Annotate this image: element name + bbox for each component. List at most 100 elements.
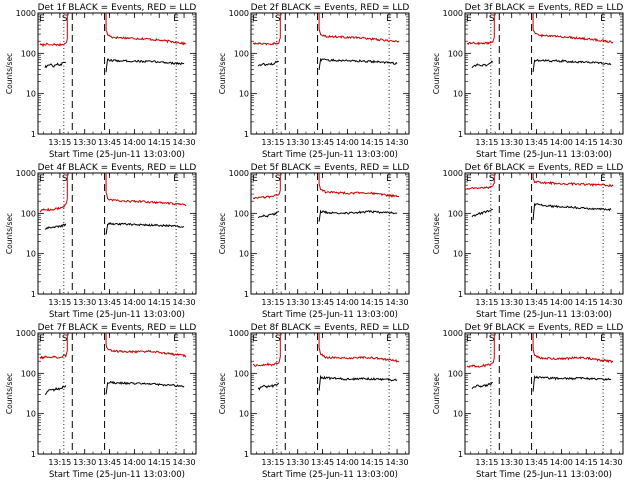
events-black-line-seg2 xyxy=(105,221,185,235)
events-black-line-seg1 xyxy=(257,210,280,219)
events-black-line-seg2 xyxy=(105,58,185,73)
panel-title: Det 8f BLACK = Events, RED = LLD xyxy=(251,323,410,333)
data-area xyxy=(466,333,614,392)
marker-e-left: E xyxy=(252,334,258,344)
events-black-line-seg2 xyxy=(532,58,612,73)
marker-s: S xyxy=(62,174,68,184)
x-tick-label: 13:30 xyxy=(286,138,309,147)
marker-s: S xyxy=(62,14,68,24)
lld-red-line-seg2 xyxy=(105,13,187,46)
x-axis-label: Start Time (25-Jun-11 13:03:00) xyxy=(476,310,612,320)
x-tick-label: 14:15 xyxy=(148,138,171,147)
x-tick-label: 13:15 xyxy=(48,138,71,147)
plot-frame xyxy=(464,12,624,135)
x-tick-label: 14:15 xyxy=(361,458,384,467)
x-tick-label: 13:45 xyxy=(98,138,121,147)
x-tick-label: 13:15 xyxy=(261,458,284,467)
y-tick-label: 1 xyxy=(244,290,249,299)
lld-red-line-seg1 xyxy=(466,173,495,190)
x-axis-label: Start Time (25-Jun-11 13:03:00) xyxy=(262,470,398,480)
plot-frame xyxy=(250,12,410,135)
x-tick-label: 13:45 xyxy=(311,458,334,467)
marker-e-right: E xyxy=(600,174,606,184)
panel-det-1: Det 1f BLACK = Events, RED = LLD Start Ti… xyxy=(5,3,197,160)
data-area xyxy=(39,173,187,235)
x-axis-label: Start Time (25-Jun-11 13:03:00) xyxy=(476,470,612,480)
x-tick-label: 13:30 xyxy=(73,298,96,307)
lld-red-line-seg2 xyxy=(318,13,400,43)
lld-red-line-seg1 xyxy=(39,173,68,213)
marker-s: S xyxy=(62,334,68,344)
y-tick-label: 100 xyxy=(21,369,36,378)
x-tick-label: 13:15 xyxy=(475,298,498,307)
panel-det-6: Det 6f BLACK = Events, RED = LLD Start Ti… xyxy=(432,163,624,320)
y-tick-label: 1000 xyxy=(229,9,249,18)
lld-red-line-seg2 xyxy=(105,173,187,206)
panel-det-4: Det 4f BLACK = Events, RED = LLD Start Ti… xyxy=(5,163,197,320)
lld-red-line-seg2 xyxy=(318,173,400,198)
x-tick-label: 13:45 xyxy=(98,298,121,307)
x-tick-label: 13:15 xyxy=(261,298,284,307)
y-tick-label: 100 xyxy=(234,369,249,378)
x-axis-label: Start Time (25-Jun-11 13:03:00) xyxy=(476,150,612,160)
y-tick-label: 100 xyxy=(234,209,249,218)
y-tick-label: 1 xyxy=(31,130,36,139)
x-tick-label: 14:30 xyxy=(386,138,409,147)
panel-title: Det 5f BLACK = Events, RED = LLD xyxy=(251,163,410,173)
panel-title: Det 2f BLACK = Events, RED = LLD xyxy=(251,3,410,13)
data-area xyxy=(39,13,187,73)
x-tick-label: 14:00 xyxy=(123,138,146,147)
lld-red-line-seg1 xyxy=(252,333,281,368)
events-black-line-seg1 xyxy=(471,60,494,69)
marker-e-right: E xyxy=(173,174,179,184)
lld-red-line-seg1 xyxy=(39,13,68,48)
panel-det-3: Det 3f BLACK = Events, RED = LLD Start Ti… xyxy=(432,3,624,160)
marker-e-left: E xyxy=(466,14,472,24)
lld-red-line-seg1 xyxy=(252,13,281,46)
marker-e-left: E xyxy=(39,334,45,344)
x-tick-label: 14:15 xyxy=(361,138,384,147)
marker-e-right: E xyxy=(173,14,179,24)
x-tick-label: 13:30 xyxy=(73,138,96,147)
x-tick-label: 13:30 xyxy=(286,458,309,467)
x-tick-label: 13:15 xyxy=(48,458,71,467)
x-axis-label: Start Time (25-Jun-11 13:03:00) xyxy=(49,150,185,160)
x-tick-label: 13:30 xyxy=(500,458,523,467)
y-tick-label: 10 xyxy=(26,250,36,259)
x-axis-label: Start Time (25-Jun-11 13:03:00) xyxy=(49,310,185,320)
data-area xyxy=(252,13,400,70)
y-tick-label: 1000 xyxy=(229,329,249,338)
panel-det-2: Det 2f BLACK = Events, RED = LLD Start Ti… xyxy=(218,3,410,160)
y-axis-label: Counts/sec xyxy=(218,373,227,414)
y-tick-label: 1000 xyxy=(443,9,463,18)
y-tick-label: 100 xyxy=(448,369,463,378)
marker-s: S xyxy=(489,174,495,184)
panel-det-5: Det 5f BLACK = Events, RED = LLD Start Ti… xyxy=(218,163,410,320)
x-tick-label: 13:30 xyxy=(73,458,96,467)
x-tick-label: 13:45 xyxy=(311,298,334,307)
marker-s: S xyxy=(275,334,281,344)
marker-s: S xyxy=(275,174,281,184)
events-black-line-seg2 xyxy=(318,209,398,222)
x-tick-label: 14:30 xyxy=(600,458,623,467)
panel-title: Det 1f BLACK = Events, RED = LLD xyxy=(38,3,197,13)
marker-e-left: E xyxy=(39,14,45,24)
marker-s: S xyxy=(275,14,281,24)
x-tick-label: 13:15 xyxy=(475,458,498,467)
marker-s: S xyxy=(489,14,495,24)
events-black-line-seg2 xyxy=(318,57,398,70)
x-tick-label: 13:45 xyxy=(525,458,548,467)
plot-frame xyxy=(464,172,624,295)
plot-frame xyxy=(464,332,624,455)
x-tick-label: 13:45 xyxy=(311,138,334,147)
y-tick-label: 1 xyxy=(458,450,463,459)
panel-det-8: Det 8f BLACK = Events, RED = LLD Start Ti… xyxy=(218,323,410,480)
y-axis-label: Counts/sec xyxy=(218,213,227,254)
x-tick-label: 14:30 xyxy=(386,298,409,307)
x-tick-label: 13:45 xyxy=(525,138,548,147)
events-black-line-seg2 xyxy=(532,202,612,221)
y-tick-label: 100 xyxy=(21,209,36,218)
events-black-line-seg2 xyxy=(318,374,398,391)
plot-frame xyxy=(37,12,197,135)
